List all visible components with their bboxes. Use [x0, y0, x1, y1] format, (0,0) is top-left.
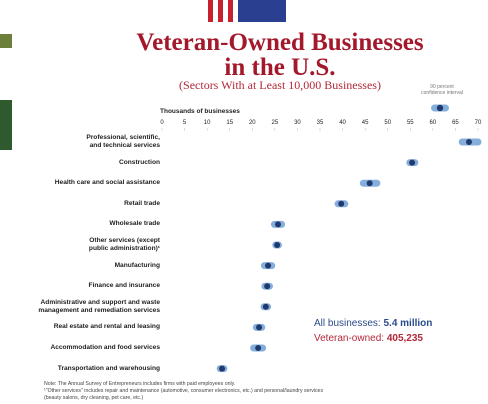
x-tick-label: 65	[452, 120, 459, 126]
category-label: Accommodation and food services	[50, 344, 160, 351]
chart-subtitle: (Sectors With at Least 10,000 Businesses…	[179, 78, 381, 92]
category-label: Transportation and warehousing	[57, 364, 160, 372]
total-label: All businesses:	[314, 318, 381, 329]
dot	[264, 283, 271, 290]
category-label: Administrative and support and waste man…	[38, 298, 160, 314]
category-label: Real estate and rental and leasing	[53, 323, 160, 331]
category-label: Manufacturing	[114, 261, 160, 269]
side-image	[0, 100, 12, 150]
dot	[255, 345, 262, 351]
category-label: Other services (except public administra…	[88, 237, 160, 252]
legend-dot	[436, 104, 444, 112]
note: (beauty salons, dry cleaning, pet care, …	[44, 395, 144, 401]
total: All businesses: 5.4 million	[314, 318, 432, 329]
side-image	[0, 34, 12, 48]
category-label: Health care and social assistance	[54, 179, 160, 187]
total-value: 405,235	[386, 333, 423, 344]
x-tick-label: 55	[407, 120, 414, 126]
category-label: Finance and insurance	[88, 282, 160, 290]
note: Note: The Annual Survey of Entrepreneurs…	[44, 381, 236, 387]
dot	[262, 303, 269, 310]
dot	[366, 180, 373, 187]
total-value: 5.4 million	[383, 318, 433, 329]
category-label: Wholesale trade	[109, 220, 160, 228]
x-tick-label: 70	[475, 120, 482, 126]
x-tick-label: 35	[317, 120, 324, 126]
x-tick-label: 5	[183, 120, 187, 126]
x-tick-label: 50	[384, 120, 391, 126]
flag	[208, 0, 286, 22]
x-tick-label: 0	[160, 120, 164, 126]
dot	[465, 139, 472, 145]
dot	[256, 324, 263, 331]
x-tick-label: 45	[362, 120, 369, 126]
x-tick-label: 15	[226, 120, 233, 126]
chart-title: Veteran-Owned Businesses in the U.S.	[136, 29, 424, 81]
x-tick-label: 20	[249, 120, 256, 126]
x-tick-label: 60	[430, 120, 437, 126]
dot	[409, 159, 416, 166]
dot	[219, 365, 226, 372]
x-tick-label: 30	[294, 120, 301, 126]
dot	[274, 242, 281, 248]
x-axis-label: Thousands of businesses	[160, 108, 240, 115]
total-label: Veteran-owned:	[314, 333, 385, 344]
x-tick-label: 10	[204, 120, 211, 126]
x-tick-label: 25	[272, 120, 279, 126]
legend-label: 90 percent confidence interval	[421, 84, 463, 96]
category-label: Retail trade	[124, 199, 160, 207]
dot	[338, 200, 345, 207]
x-tick-label: 40	[339, 120, 346, 126]
dot	[265, 262, 272, 269]
note: ¹"Other services" includes repair and ma…	[44, 388, 324, 394]
dot	[275, 221, 282, 228]
category-label: Professional, scientific, and technical …	[86, 134, 160, 149]
total: Veteran-owned: 405,235	[314, 333, 423, 344]
category-label: Construction	[118, 158, 160, 166]
